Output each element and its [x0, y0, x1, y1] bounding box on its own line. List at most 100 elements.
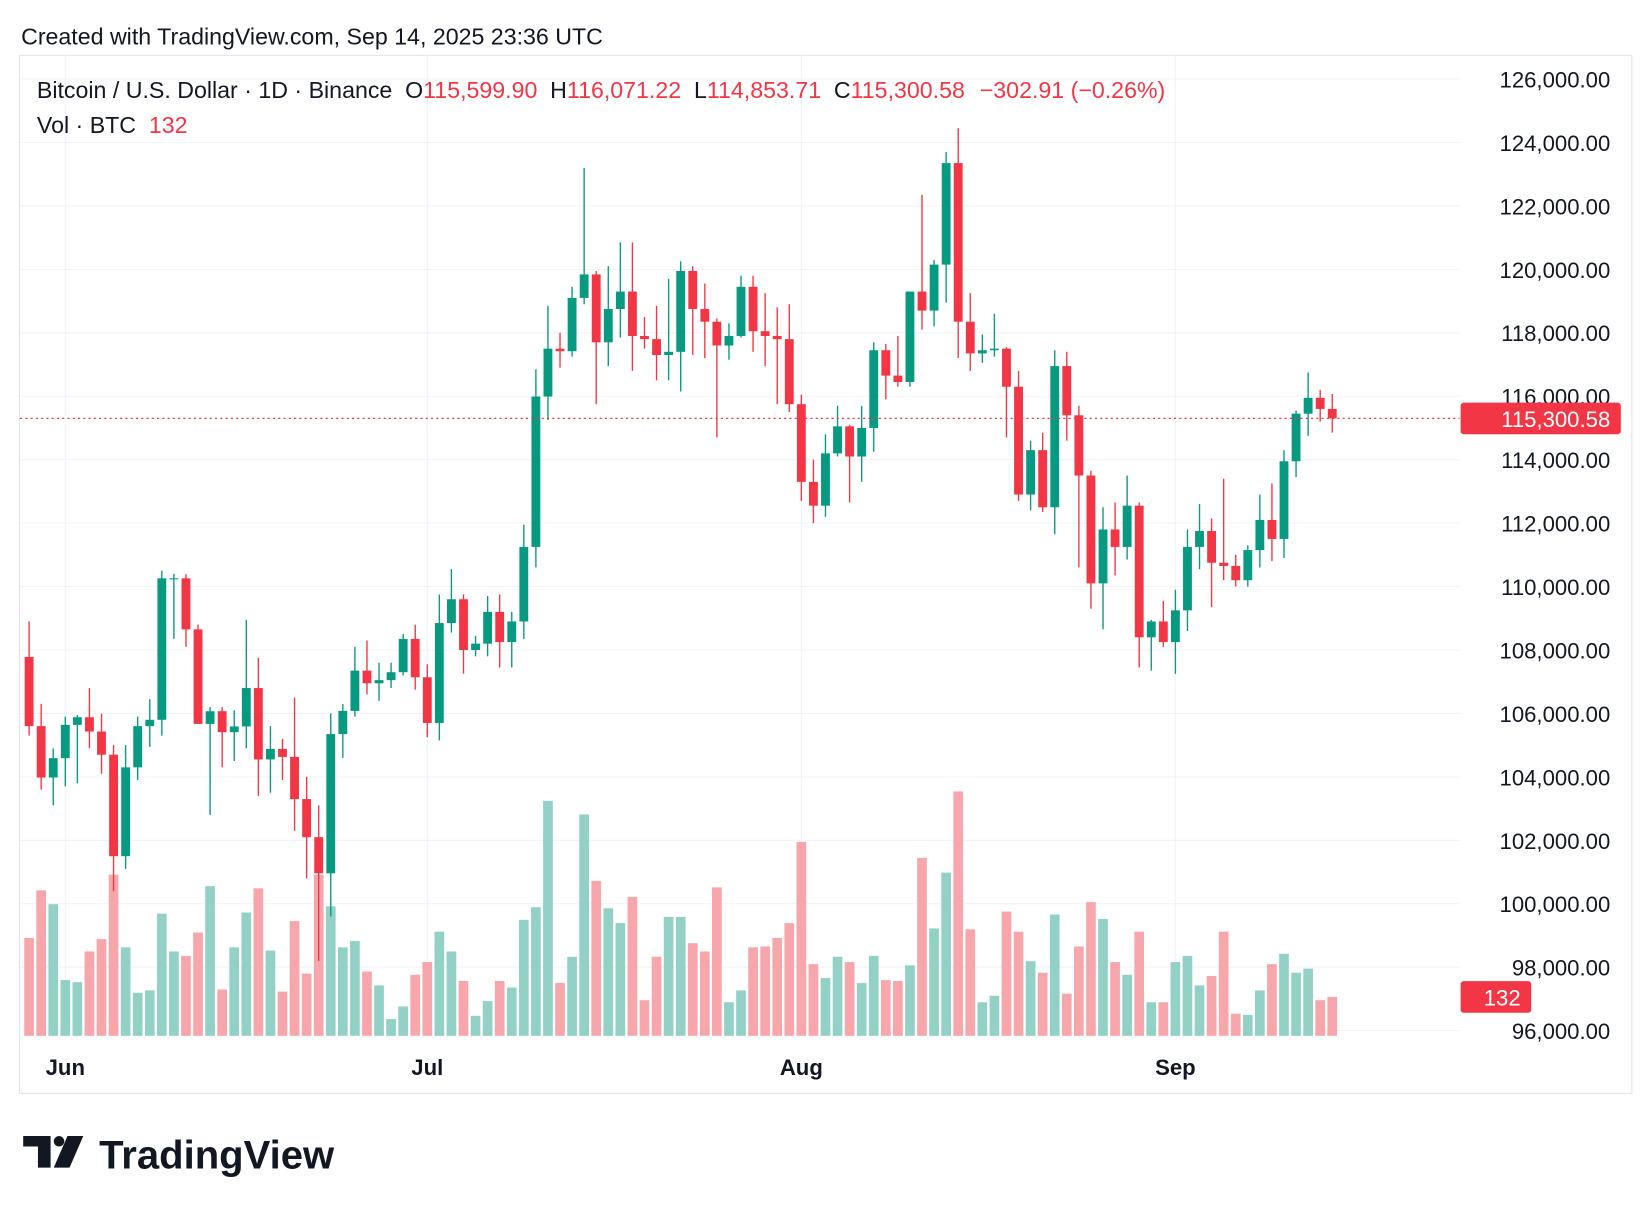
- candle-body: [977, 350, 987, 354]
- y-tick-label: 98,000.00: [1512, 956, 1610, 981]
- volume-bar: [422, 962, 433, 1036]
- candle-body: [603, 309, 613, 343]
- candle-body: [627, 291, 637, 336]
- volume-bar: [169, 951, 179, 1036]
- y-tick-label: 120,000.00: [1500, 258, 1611, 283]
- candle-body: [36, 726, 46, 778]
- y-tick-label: 104,000.00: [1500, 765, 1611, 790]
- candle-body: [1315, 397, 1325, 409]
- volume-bar: [132, 992, 143, 1036]
- volume-bar: [277, 991, 288, 1036]
- candle-body: [266, 748, 275, 760]
- candle-body: [302, 799, 312, 838]
- candle-body: [398, 638, 408, 673]
- candle-body: [1146, 621, 1156, 638]
- volume-bar: [506, 987, 517, 1036]
- candle-body: [917, 291, 927, 311]
- candle-body: [1050, 366, 1060, 508]
- volume-bar: [603, 908, 614, 1036]
- candle-body: [1291, 413, 1301, 462]
- candle-body: [929, 264, 939, 311]
- candle-body: [1098, 529, 1108, 584]
- volume-bar: [1218, 931, 1229, 1036]
- candle-body: [1170, 610, 1180, 643]
- volume-bar: [386, 1019, 396, 1036]
- candle-body: [1134, 505, 1144, 638]
- volume-bar: [543, 800, 553, 1036]
- candle-body: [1279, 461, 1289, 539]
- legend-value: 114,853.71: [707, 77, 821, 103]
- candle-body: [350, 670, 360, 711]
- candle-body: [700, 309, 710, 322]
- volume-bar: [868, 955, 879, 1036]
- legend-value: 115,300.58: [851, 77, 965, 103]
- candle-body: [326, 734, 336, 874]
- candle-body: [97, 731, 106, 755]
- candle-body: [845, 426, 855, 457]
- candle-body: [531, 396, 541, 547]
- volume-bar: [1037, 972, 1048, 1036]
- candle-body: [1002, 348, 1011, 387]
- candle-body: [833, 426, 842, 454]
- volume-bar: [699, 951, 710, 1036]
- candle-body: [772, 335, 782, 340]
- candle-body: [579, 274, 589, 298]
- volume-bar: [410, 974, 421, 1036]
- volume-bar: [1122, 974, 1132, 1036]
- volume-bar: [1049, 914, 1060, 1036]
- volume-bar: [144, 990, 155, 1036]
- candle-body: [1086, 475, 1096, 584]
- candle-body: [941, 163, 951, 265]
- volume-bar: [434, 931, 445, 1036]
- volume-bar: [856, 983, 867, 1036]
- candle-body: [869, 350, 879, 428]
- volume-bar: [1230, 1013, 1241, 1036]
- volume-bar: [772, 937, 783, 1036]
- volume-bar: [96, 939, 107, 1036]
- volume-bar: [205, 886, 215, 1036]
- candle-body: [796, 404, 806, 482]
- candle-body: [1231, 565, 1241, 581]
- legend-label: O: [405, 77, 423, 103]
- volume-bar: [72, 982, 83, 1036]
- candle-body: [640, 335, 649, 340]
- volume-bar: [639, 1000, 650, 1036]
- y-tick-label: 102,000.00: [1500, 829, 1611, 854]
- candle-body: [821, 453, 830, 506]
- legend-label: C: [834, 77, 851, 103]
- candle-body: [1219, 562, 1229, 566]
- volume-bar: [1013, 931, 1024, 1036]
- y-tick-label: 100,000.00: [1500, 892, 1611, 917]
- candle-body: [1026, 450, 1036, 495]
- candle-body: [615, 291, 625, 310]
- volume-bar: [627, 896, 638, 1036]
- candle-body: [1062, 366, 1072, 416]
- candle-body: [857, 427, 867, 457]
- candle-body: [736, 286, 746, 336]
- volume-bar: [880, 980, 891, 1036]
- volume-bar: [1255, 990, 1265, 1036]
- legend-value: 115,599.90: [423, 77, 537, 103]
- volume-label: Vol · BTC: [37, 112, 136, 138]
- y-tick-label: 106,000.00: [1500, 702, 1611, 727]
- candle-body: [386, 672, 396, 681]
- candle-body: [60, 724, 70, 759]
- volume-bar: [808, 964, 819, 1036]
- volume-bar: [1182, 955, 1193, 1036]
- volume-bar: [374, 985, 384, 1036]
- volume-bar: [265, 950, 276, 1036]
- last-volume-label: 132: [1484, 985, 1521, 1010]
- candle-body: [24, 656, 34, 727]
- y-tick-label: 114,000.00: [1501, 448, 1610, 473]
- legend-label: H: [550, 77, 567, 103]
- candle-body: [543, 348, 553, 397]
- volume-bar: [1025, 961, 1036, 1036]
- candle-body: [905, 291, 915, 382]
- volume-bar: [446, 951, 457, 1036]
- candle-body: [989, 348, 999, 351]
- volume-bar: [518, 919, 529, 1036]
- candle-body: [567, 297, 577, 352]
- volume-bar: [760, 946, 770, 1036]
